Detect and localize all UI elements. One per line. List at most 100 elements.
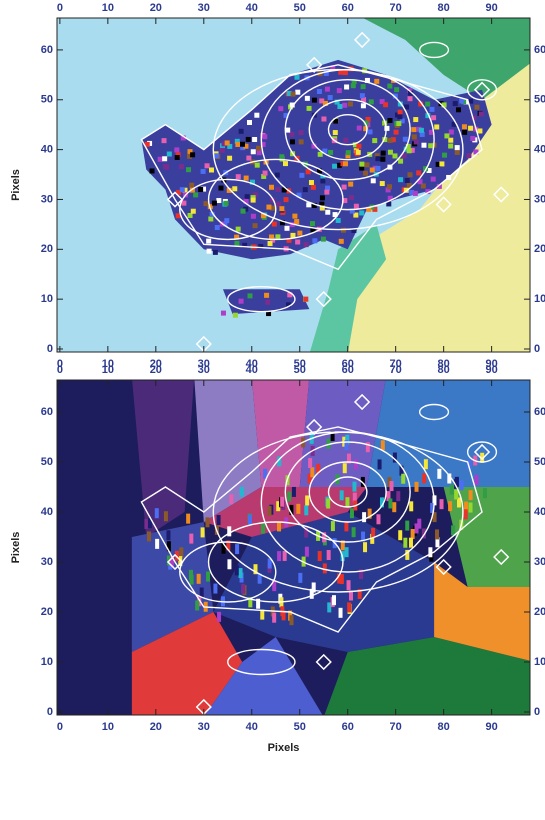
pixel [394, 130, 399, 135]
pixel [409, 538, 413, 548]
y-tick-label-right: 30 [534, 556, 545, 568]
pixel [387, 184, 392, 189]
pixel [372, 138, 377, 143]
y-tick-label-right: 20 [534, 606, 545, 618]
pixel [475, 475, 479, 485]
pixel [155, 539, 159, 549]
pixel [254, 113, 259, 118]
pixel [213, 584, 217, 594]
pixel [287, 491, 291, 501]
pixel [266, 205, 271, 210]
pixel [401, 474, 405, 484]
pixel [342, 185, 347, 190]
pixel [380, 181, 385, 186]
pixel [396, 121, 401, 126]
pixel [227, 526, 231, 536]
pixel [295, 239, 300, 244]
pixel [336, 218, 341, 223]
pixel [257, 150, 262, 155]
y-tick-label-right: 0 [534, 706, 540, 718]
pixel [162, 138, 167, 143]
pixel [150, 168, 155, 173]
pixel [434, 124, 439, 129]
pixel [221, 311, 226, 316]
pixel [175, 155, 180, 160]
pixel [320, 195, 325, 200]
pixel [343, 463, 347, 473]
pixel [186, 167, 191, 172]
pixel [381, 151, 386, 156]
pixel [352, 482, 356, 492]
pixel [299, 130, 304, 135]
pixel [205, 517, 209, 527]
pixel [460, 480, 464, 490]
pixel [424, 459, 428, 469]
pixel [253, 223, 258, 228]
pixel [375, 156, 380, 161]
pixel [435, 529, 439, 539]
pixel [451, 525, 455, 535]
pixel [235, 142, 240, 147]
pixel [317, 89, 322, 94]
y-tick-label-right: 40 [534, 144, 545, 156]
x-tick-label-top: 10 [102, 2, 114, 14]
pixel [272, 222, 277, 227]
pixel [299, 173, 304, 178]
y-tick-label: 0 [47, 706, 53, 718]
pixel [234, 241, 239, 246]
figure: 0010102020303040405050606070708080909000… [0, 0, 545, 820]
y-tick-label: 10 [41, 293, 53, 305]
pixel [290, 233, 295, 238]
pixel [388, 138, 393, 143]
pixel [224, 201, 229, 206]
pixel [251, 149, 256, 154]
x-tick-label-top: 20 [150, 364, 162, 376]
pixel [371, 178, 376, 183]
pixel [305, 547, 309, 557]
pixel [360, 93, 365, 98]
pixel [429, 107, 434, 112]
pixel [356, 144, 361, 149]
y-tick-label-right: 40 [534, 506, 545, 518]
y-tick-label: 20 [41, 243, 53, 255]
pixel [378, 459, 382, 469]
pixel [195, 600, 199, 610]
y-tick-label-right: 0 [534, 343, 540, 355]
pixel [437, 469, 441, 479]
pixel [190, 152, 195, 157]
pixel [462, 130, 467, 135]
pixel [357, 126, 362, 131]
pixel [390, 481, 394, 491]
pixel [453, 101, 458, 106]
pixel [363, 542, 367, 552]
pixel [347, 602, 351, 612]
pixel [362, 512, 366, 522]
pixel [232, 186, 237, 191]
pixel [364, 162, 369, 167]
y-tick-label: 10 [41, 656, 53, 668]
pixel [158, 157, 163, 162]
y-tick-label: 0 [47, 343, 53, 355]
x-tick-label-top: 30 [198, 2, 210, 14]
y-tick-label-right: 20 [534, 243, 545, 255]
pixel [371, 528, 375, 538]
pixel [304, 242, 309, 247]
x-tick-label: 0 [57, 721, 63, 733]
region [252, 377, 310, 487]
pixel [239, 299, 244, 304]
pixel [283, 551, 287, 561]
pixel [298, 573, 302, 583]
page: 0010102020303040405050606070708080909000… [0, 0, 545, 820]
pixel [347, 580, 351, 590]
y-tick-label-right: 30 [534, 193, 545, 205]
y-tick-label: 60 [41, 406, 53, 418]
pixel [241, 584, 245, 594]
pixel [470, 136, 475, 141]
pixel [239, 568, 243, 578]
pixel [396, 491, 400, 501]
pixel [398, 110, 403, 115]
pixel [392, 502, 396, 512]
x-tick-label-top: 60 [342, 2, 354, 14]
pixel [289, 132, 294, 137]
x-tick-label-top: 20 [150, 2, 162, 14]
